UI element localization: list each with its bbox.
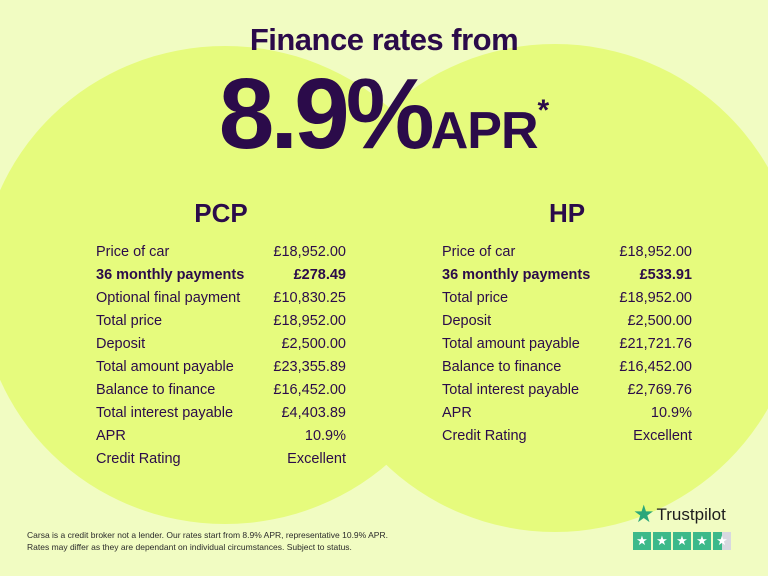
rate-unit: APR: [430, 102, 539, 160]
disclaimer-line: Rates may differ as they are dependant o…: [27, 542, 352, 552]
hp-rows: Price of car £18,952.00 36 monthly payment…: [442, 241, 692, 448]
row-label: Balance to finance: [442, 359, 562, 375]
hp-row: APR 10.9%: [442, 402, 692, 425]
hp-row: Deposit £2,500.00: [442, 310, 692, 333]
rate-footnote-mark: *: [537, 94, 550, 127]
rating-star-icon: ★: [673, 532, 691, 550]
pcp-row: 36 monthly payments £278.49: [96, 264, 346, 287]
headline: Finance rates from: [249, 22, 519, 57]
row-label: 36 monthly payments: [96, 267, 245, 283]
pcp-panel: PCP Price of car £18,952.00 36 monthly pay…: [96, 198, 346, 471]
row-label: Deposit: [442, 313, 492, 329]
pcp-row: Balance to finance £16,452.00: [96, 379, 346, 402]
row-value: £18,952.00: [273, 244, 346, 260]
pcp-row: Price of car £18,952.00: [96, 241, 346, 264]
row-value: £16,452.00: [619, 359, 692, 375]
rating-star-icon: ★: [633, 532, 651, 550]
pcp-row: Optional final payment £10,830.25: [96, 287, 346, 310]
trustpilot-badge[interactable]: ★ Trustpilot ★ ★ ★ ★ ★: [633, 500, 731, 550]
row-label: Optional final payment: [96, 290, 241, 306]
row-value: £2,500.00: [281, 336, 346, 352]
row-value: £18,952.00: [619, 290, 692, 306]
pcp-row: Total interest payable £4,403.89: [96, 402, 346, 425]
row-value: £23,355.89: [273, 359, 346, 375]
row-value: £4,403.89: [281, 405, 346, 421]
row-label: APR: [96, 428, 126, 444]
hp-panel: HP Price of car £18,952.00 36 monthly paym…: [442, 198, 692, 448]
rate-value: 8.9%: [218, 58, 435, 170]
row-value: £16,452.00: [273, 382, 346, 398]
hp-row: Total amount payable £21,721.76: [442, 333, 692, 356]
hp-row: Price of car £18,952.00: [442, 241, 692, 264]
hp-title: HP: [548, 198, 586, 228]
row-value: Excellent: [287, 451, 346, 467]
pcp-row: Total price £18,952.00: [96, 310, 346, 333]
disclaimer: Carsa is a credit broker not a lender. O…: [27, 529, 388, 553]
row-value: £18,952.00: [619, 244, 692, 260]
row-value: £2,500.00: [627, 313, 692, 329]
row-value: 10.9%: [304, 428, 346, 444]
row-label: Total amount payable: [442, 336, 580, 352]
trustpilot-logo: ★ Trustpilot: [633, 500, 731, 529]
row-value: £10,830.25: [273, 290, 346, 306]
pcp-row: Credit Rating Excellent: [96, 448, 346, 471]
row-label: Total interest payable: [442, 382, 580, 398]
rating-star-icon: ★: [693, 532, 711, 550]
row-label: Credit Rating: [442, 428, 527, 444]
pcp-title: PCP: [194, 198, 248, 228]
row-value: £533.91: [639, 267, 692, 283]
row-label: Total price: [96, 313, 163, 329]
pcp-rows: Price of car £18,952.00 36 monthly payment…: [96, 241, 346, 471]
pcp-row: Total amount payable £23,355.89: [96, 356, 346, 379]
hp-row: Total price £18,952.00: [442, 287, 692, 310]
row-value: £18,952.00: [273, 313, 346, 329]
rating-star-icon: ★: [653, 532, 671, 550]
hp-row: Total interest payable £2,769.76: [442, 379, 692, 402]
trustpilot-name: Trustpilot: [656, 504, 726, 524]
row-label: Price of car: [96, 244, 170, 260]
decorative-circle-right: [310, 44, 768, 532]
row-value: Excellent: [633, 428, 692, 444]
hp-row: Credit Rating Excellent: [442, 425, 692, 448]
rate-banner: 8.9%APR*: [0, 64, 768, 164]
hp-row: 36 monthly payments £533.91: [442, 264, 692, 287]
row-label: Balance to finance: [96, 382, 216, 398]
trustpilot-rating: ★ ★ ★ ★ ★: [633, 532, 731, 550]
row-value: 10.9%: [650, 405, 692, 421]
row-label: Deposit: [96, 336, 146, 352]
row-label: Price of car: [442, 244, 516, 260]
row-value: £2,769.76: [627, 382, 692, 398]
row-label: Credit Rating: [96, 451, 181, 467]
row-label: APR: [442, 405, 472, 421]
hp-row: Balance to finance £16,452.00: [442, 356, 692, 379]
row-label: Total price: [442, 290, 509, 306]
disclaimer-line: Carsa is a credit broker not a lender. O…: [27, 530, 388, 540]
row-label: Total interest payable: [96, 405, 234, 421]
row-value: £278.49: [293, 267, 346, 283]
pcp-row: Deposit £2,500.00: [96, 333, 346, 356]
star-icon: ★: [633, 501, 655, 528]
pcp-row: APR 10.9%: [96, 425, 346, 448]
row-value: £21,721.76: [619, 336, 692, 352]
row-label: 36 monthly payments: [442, 267, 591, 283]
row-label: Total amount payable: [96, 359, 234, 375]
rating-star-icon: ★: [713, 532, 731, 550]
